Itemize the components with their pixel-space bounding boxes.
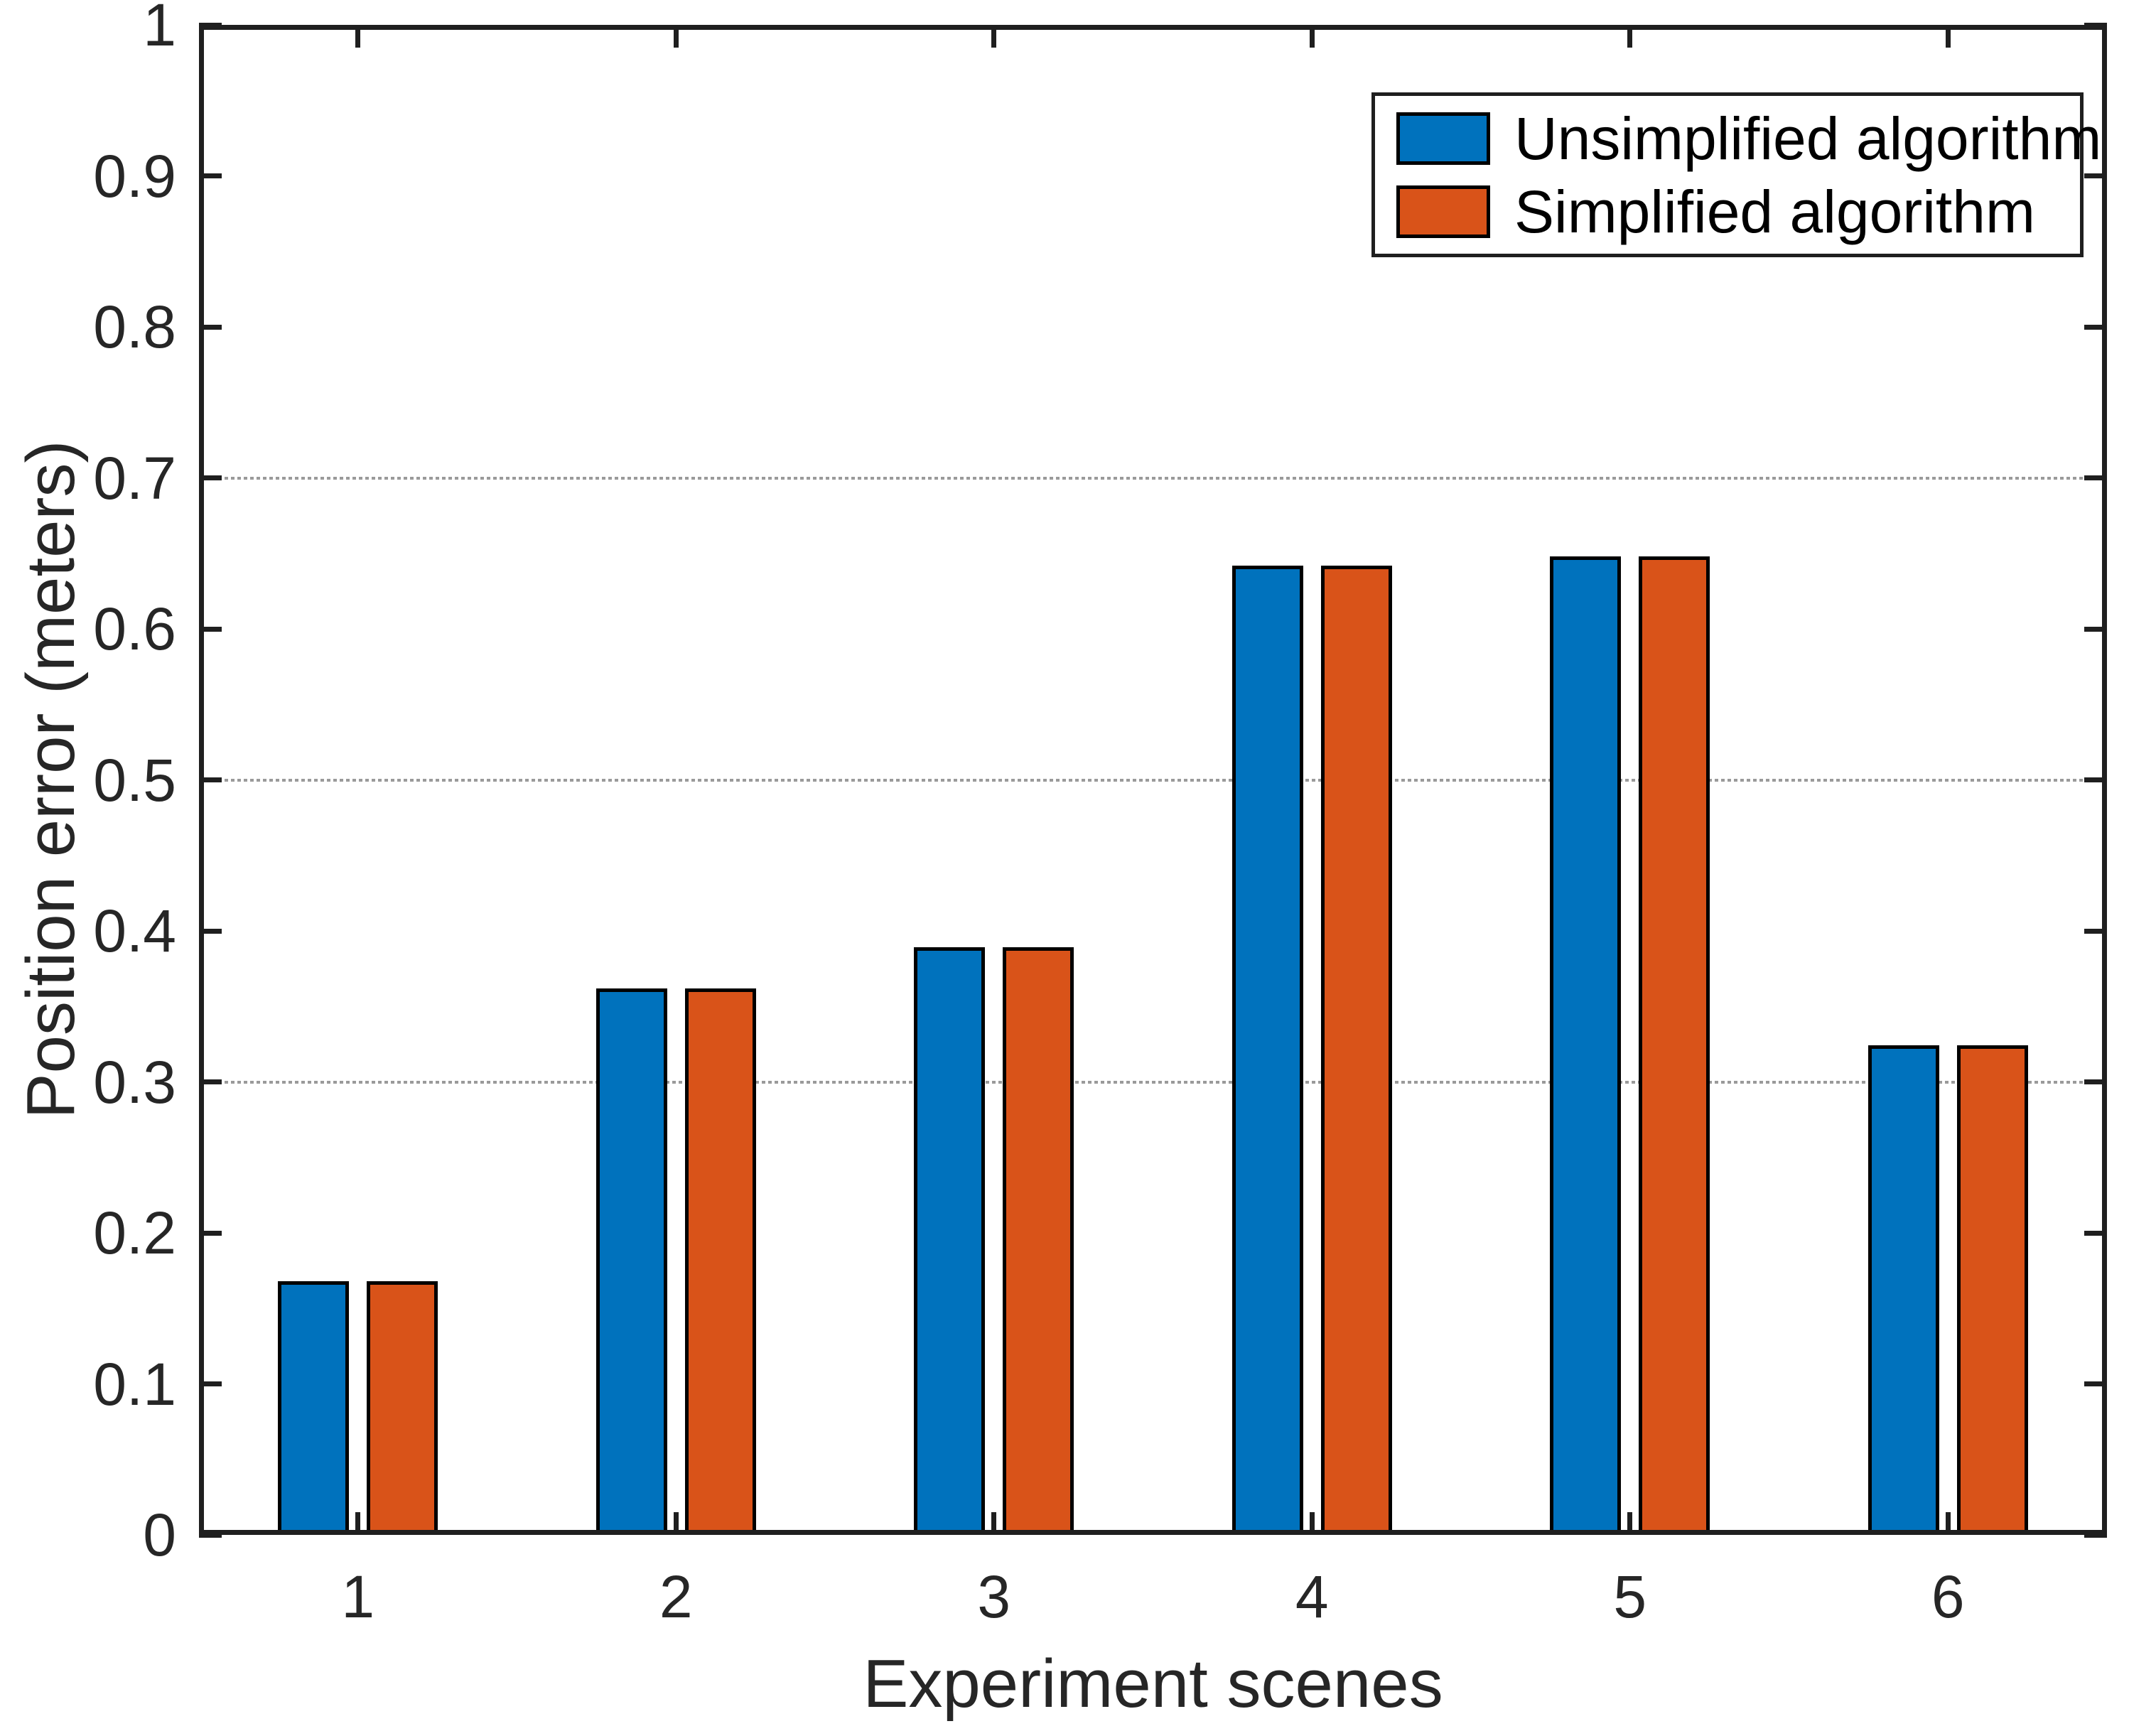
y-tick-left	[199, 1532, 222, 1538]
y-gridline	[199, 778, 2107, 782]
y-tick-left	[199, 928, 222, 934]
bar-unsimplified-scene-1	[278, 1281, 350, 1535]
y-tick-label: 0.9	[93, 142, 176, 210]
y-tick-right	[2084, 1532, 2107, 1538]
y-tick-right	[2084, 777, 2107, 782]
y-tick-right	[2084, 173, 2107, 178]
x-tick-label: 6	[1931, 1563, 1965, 1630]
y-tick-label: 1	[143, 0, 176, 58]
bar-unsimplified-scene-2	[595, 988, 667, 1535]
legend-label-1: Simplified algorithm	[1514, 178, 2035, 245]
bar-simplified-scene-1	[367, 1281, 438, 1535]
bar-simplified-scene-4	[1320, 566, 1392, 1535]
x-tick-bottom	[673, 1512, 679, 1535]
y-tick-label: 0.1	[93, 1350, 176, 1418]
bar-unsimplified-scene-5	[1550, 556, 1622, 1535]
y-tick-left	[199, 626, 222, 632]
x-tick-top	[1627, 25, 1633, 48]
y-gridline	[199, 476, 2107, 480]
x-tick-bottom	[1945, 1512, 1951, 1535]
legend-swatch-1	[1396, 185, 1490, 238]
y-tick-right	[2084, 1079, 2107, 1084]
y-tick-left	[199, 777, 222, 782]
y-tick-label: 0	[143, 1502, 176, 1568]
y-tick-label: 0.2	[93, 1199, 176, 1266]
x-tick-top	[1945, 25, 1951, 48]
x-tick-label: 3	[977, 1563, 1011, 1630]
legend-label-0: Unsimplified algorithm	[1514, 104, 2102, 172]
x-tick-top	[991, 25, 997, 48]
bar-simplified-scene-2	[684, 988, 756, 1535]
y-tick-left	[199, 1230, 222, 1236]
y-tick-right	[2084, 324, 2107, 330]
legend-item-simplified: Simplified algorithm	[1375, 182, 2080, 242]
y-axis-label: Position error (meters)	[13, 440, 89, 1119]
y-tick-label: 0.5	[93, 746, 176, 814]
bar-simplified-scene-5	[1639, 556, 1710, 1535]
y-tick-left	[199, 475, 222, 480]
x-tick-label: 2	[659, 1563, 693, 1630]
x-axis-label: Experiment scenes	[863, 1646, 1443, 1722]
y-tick-right	[2084, 1381, 2107, 1386]
y-tick-right	[2084, 22, 2107, 28]
x-tick-label: 5	[1613, 1563, 1647, 1630]
x-tick-top	[673, 25, 679, 48]
y-tick-label: 0.6	[93, 595, 176, 662]
x-tick-label: 1	[341, 1563, 375, 1630]
bar-unsimplified-scene-4	[1231, 566, 1303, 1535]
y-tick-label: 0.8	[93, 293, 176, 360]
y-tick-left	[199, 173, 222, 178]
x-tick-bottom	[1627, 1512, 1633, 1535]
bar-unsimplified-scene-3	[914, 947, 986, 1535]
x-tick-top	[355, 25, 361, 48]
y-tick-left	[199, 22, 222, 28]
y-tick-left	[199, 1079, 222, 1084]
y-tick-left	[199, 324, 222, 330]
y-tick-label: 0.3	[93, 1048, 176, 1116]
y-gridline	[199, 1080, 2107, 1084]
x-tick-top	[1309, 25, 1315, 48]
plot-area	[199, 22, 2107, 1538]
bar-simplified-scene-3	[1003, 947, 1074, 1535]
y-tick-right	[2084, 928, 2107, 934]
x-tick-label: 4	[1295, 1563, 1329, 1630]
y-tick-label: 0.7	[93, 444, 176, 512]
bar-unsimplified-scene-6	[1867, 1045, 1939, 1535]
x-tick-bottom	[355, 1512, 361, 1535]
legend-swatch-0	[1396, 112, 1490, 165]
y-tick-label: 0.4	[93, 897, 176, 964]
x-tick-bottom	[1309, 1512, 1315, 1535]
legend: Unsimplified algorithm Simplified algori…	[1371, 92, 2101, 257]
y-tick-left	[199, 1381, 222, 1386]
y-tick-right	[2084, 475, 2107, 480]
y-tick-right	[2084, 1230, 2107, 1236]
legend-item-unsimplified: Unsimplified algorithm	[1375, 109, 2101, 168]
bar-simplified-scene-6	[1956, 1045, 2028, 1535]
x-tick-bottom	[991, 1512, 997, 1535]
y-tick-right	[2084, 626, 2107, 632]
